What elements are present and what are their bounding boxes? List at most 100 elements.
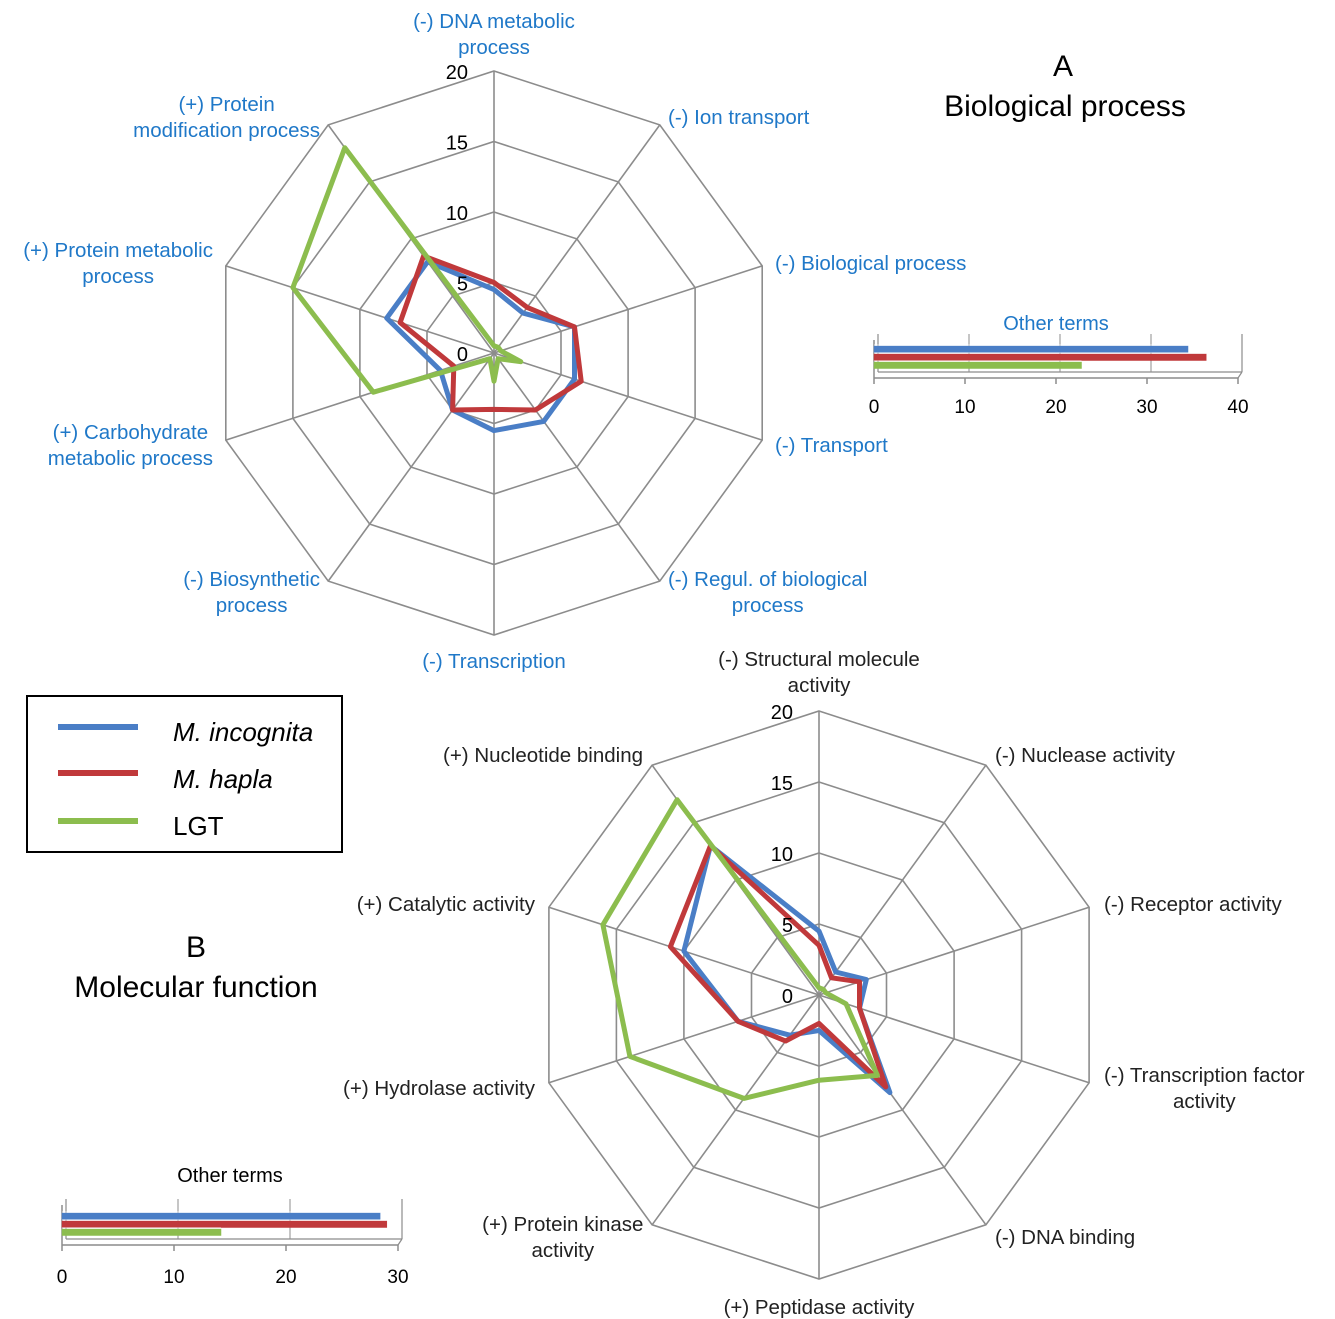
radar-spoke — [225, 352, 495, 441]
radar-tick-label: 20 — [771, 702, 793, 724]
radar-tick-label: 20 — [446, 62, 468, 84]
panel-a-letter: A — [1053, 50, 1073, 83]
radar-axis-label-receptor-activity: (-) Receptor activity — [1104, 893, 1282, 916]
bar-m-hapla — [61, 1220, 388, 1228]
bar-tick-label: 20 — [1045, 397, 1066, 418]
radar-axis-label-transcription: (-) Transcription — [422, 650, 566, 673]
radar-axis-label-transport: (-) Transport — [775, 434, 888, 457]
radar-axis-label-line: (-) Biological process — [775, 252, 966, 275]
bar-tick-label: 10 — [954, 397, 975, 418]
bar-tick-label: 10 — [163, 1267, 184, 1288]
radar-axis-label-line: activity — [1173, 1090, 1236, 1113]
radar-axis-label-line: (-) DNA binding — [995, 1226, 1135, 1249]
radar-tick-label: 10 — [446, 203, 468, 225]
radar-series-lgt — [600, 797, 880, 1101]
panel-b-title: Molecular function — [74, 971, 317, 1004]
radar-axis-label-line: (-) Biosynthetic — [183, 568, 320, 591]
radar-spoke — [493, 352, 661, 582]
radar-tick-label: 0 — [457, 344, 468, 366]
bar-m-hapla — [873, 353, 1207, 361]
radar-axis-label-biological-process: (-) Biological process — [775, 252, 966, 275]
radar-tick-label: 5 — [457, 274, 468, 296]
radar-axis-label-line: activity — [531, 1239, 594, 1262]
radar-tick-label: 0 — [782, 986, 793, 1008]
radar-axis-label-protein-metabolic-process: (+) Protein metabolic process — [23, 239, 213, 288]
radar-spoke — [493, 124, 661, 354]
radar-series-lgt — [290, 145, 524, 395]
bar-highlight-m-hapla — [62, 1219, 387, 1221]
radar-axis-label-line: metabolic process — [48, 447, 213, 470]
radar-axis-label-nucleotide-binding: (+) Nucleotide binding — [443, 744, 643, 767]
radar-spoke — [651, 994, 820, 1226]
radar-axis-label-line: (+) Protein — [178, 93, 274, 116]
bar-highlight-m-incognita — [874, 344, 1188, 346]
bar-lgt — [873, 361, 1082, 369]
radar-axis-label-dna-binding: (-) DNA binding — [995, 1226, 1135, 1249]
radar-axis-label-carbohydrate-metabolic-process: (+) Carbohydrate metabolic process — [48, 421, 213, 470]
radar-spoke — [818, 994, 987, 1226]
radar-axis-label-line: (-) Transport — [775, 434, 888, 457]
radar-axis-label-line: (-) Receptor activity — [1104, 893, 1282, 916]
radar-axis-label-line: process — [732, 594, 804, 617]
radar-axis-label-line: (-) Structural molecule — [718, 648, 920, 671]
bar-chart-other-terms-b: 0 10 20 30 Other terms — [57, 1165, 409, 1288]
radar-series-m-hapla — [397, 253, 584, 413]
bar-highlight-lgt — [62, 1227, 221, 1229]
radar-axis-label-line: (-) Regul. of biological — [668, 568, 867, 591]
radar-axis-label-line: process — [82, 265, 154, 288]
panel-b-letter: B — [186, 931, 206, 964]
radar-spoke — [493, 352, 763, 441]
radar-axis-label-line: (-) Transcription — [422, 650, 566, 673]
radar-axis-label-transcription-factor-activity: (-) Transcription factor activity — [1104, 1064, 1305, 1113]
radar-axis-label-biosynthetic-process: (-) Biosynthetic process — [183, 568, 320, 617]
radar-chart-biological-process: 0 5 10 15 20 (-) DNA metabolic process (-) Ion … — [23, 10, 966, 673]
bar-chart-title: Other terms — [177, 1165, 283, 1187]
radar-tick-label: 5 — [782, 915, 793, 937]
legend-label-lgt: LGT — [173, 811, 224, 841]
radar-axis-label-nuclease-activity: (-) Nuclease activity — [995, 744, 1176, 767]
radar-tick-label: 15 — [446, 133, 468, 155]
radar-axis-label-line: (-) Ion transport — [668, 106, 810, 129]
bar-highlight-m-incognita — [62, 1211, 381, 1213]
radar-series-m-hapla — [667, 843, 889, 1090]
radar-axis-label-line: (+) Protein metabolic — [23, 239, 213, 262]
bar-highlight-m-hapla — [874, 352, 1207, 354]
radar-axis-label-line: activity — [788, 674, 851, 697]
radar-axis-label-line: (+) Peptidase activity — [724, 1296, 916, 1319]
legend-label-m-incognita: M. incognita — [173, 717, 313, 747]
bar-chart-other-terms-a: 0 10 20 30 40 Other terms — [869, 313, 1249, 418]
radar-tick-label: 15 — [771, 773, 793, 795]
bar-tick-label: 20 — [275, 1267, 296, 1288]
radar-axis-label-catalytic-activity: (+) Catalytic activity — [357, 893, 536, 916]
radar-axis-label-regul-of-biological-process: (-) Regul. of biological process — [668, 568, 867, 617]
radar-spoke — [548, 994, 820, 1084]
bar-lgt — [61, 1228, 222, 1236]
radar-axis-label-line: (+) Carbohydrate — [53, 421, 209, 444]
radar-axis-label-dna-metabolic-process: (-) DNA metabolic process — [413, 10, 575, 59]
bar-tick-label: 0 — [57, 1267, 68, 1288]
radar-axis-label-hydrolase-activity: (+) Hydrolase activity — [343, 1077, 536, 1100]
radar-spoke — [225, 265, 495, 354]
radar-tick-label: 10 — [771, 844, 793, 866]
radar-axis-label-line: (+) Hydrolase activity — [343, 1077, 536, 1100]
bar-tick-label: 30 — [1136, 397, 1157, 418]
radar-axis-label-line: (+) Catalytic activity — [357, 893, 536, 916]
bar-highlight-lgt — [874, 360, 1082, 362]
bar-floor-edge — [1237, 371, 1243, 379]
radar-spoke — [818, 764, 987, 996]
bar-m-incognita — [873, 345, 1189, 353]
radar-axis-label-line: (-) DNA metabolic — [413, 10, 575, 33]
radar-axis-label-line: modification process — [133, 119, 320, 142]
legend-label-m-hapla: M. hapla — [173, 764, 273, 794]
radar-axis-label-protein-kinase-activity: (+) Protein kinase activity — [482, 1213, 643, 1262]
bar-m-incognita — [61, 1212, 381, 1220]
radar-axis-label-line: (-) Nuclease activity — [995, 744, 1176, 767]
panel-a-title: Biological process — [944, 90, 1186, 123]
radar-spoke — [818, 994, 1090, 1084]
bar-chart-title: Other terms — [1003, 313, 1109, 335]
radar-series-m-incognita — [681, 843, 893, 1096]
radar-axis-label-line: (+) Nucleotide binding — [443, 744, 643, 767]
